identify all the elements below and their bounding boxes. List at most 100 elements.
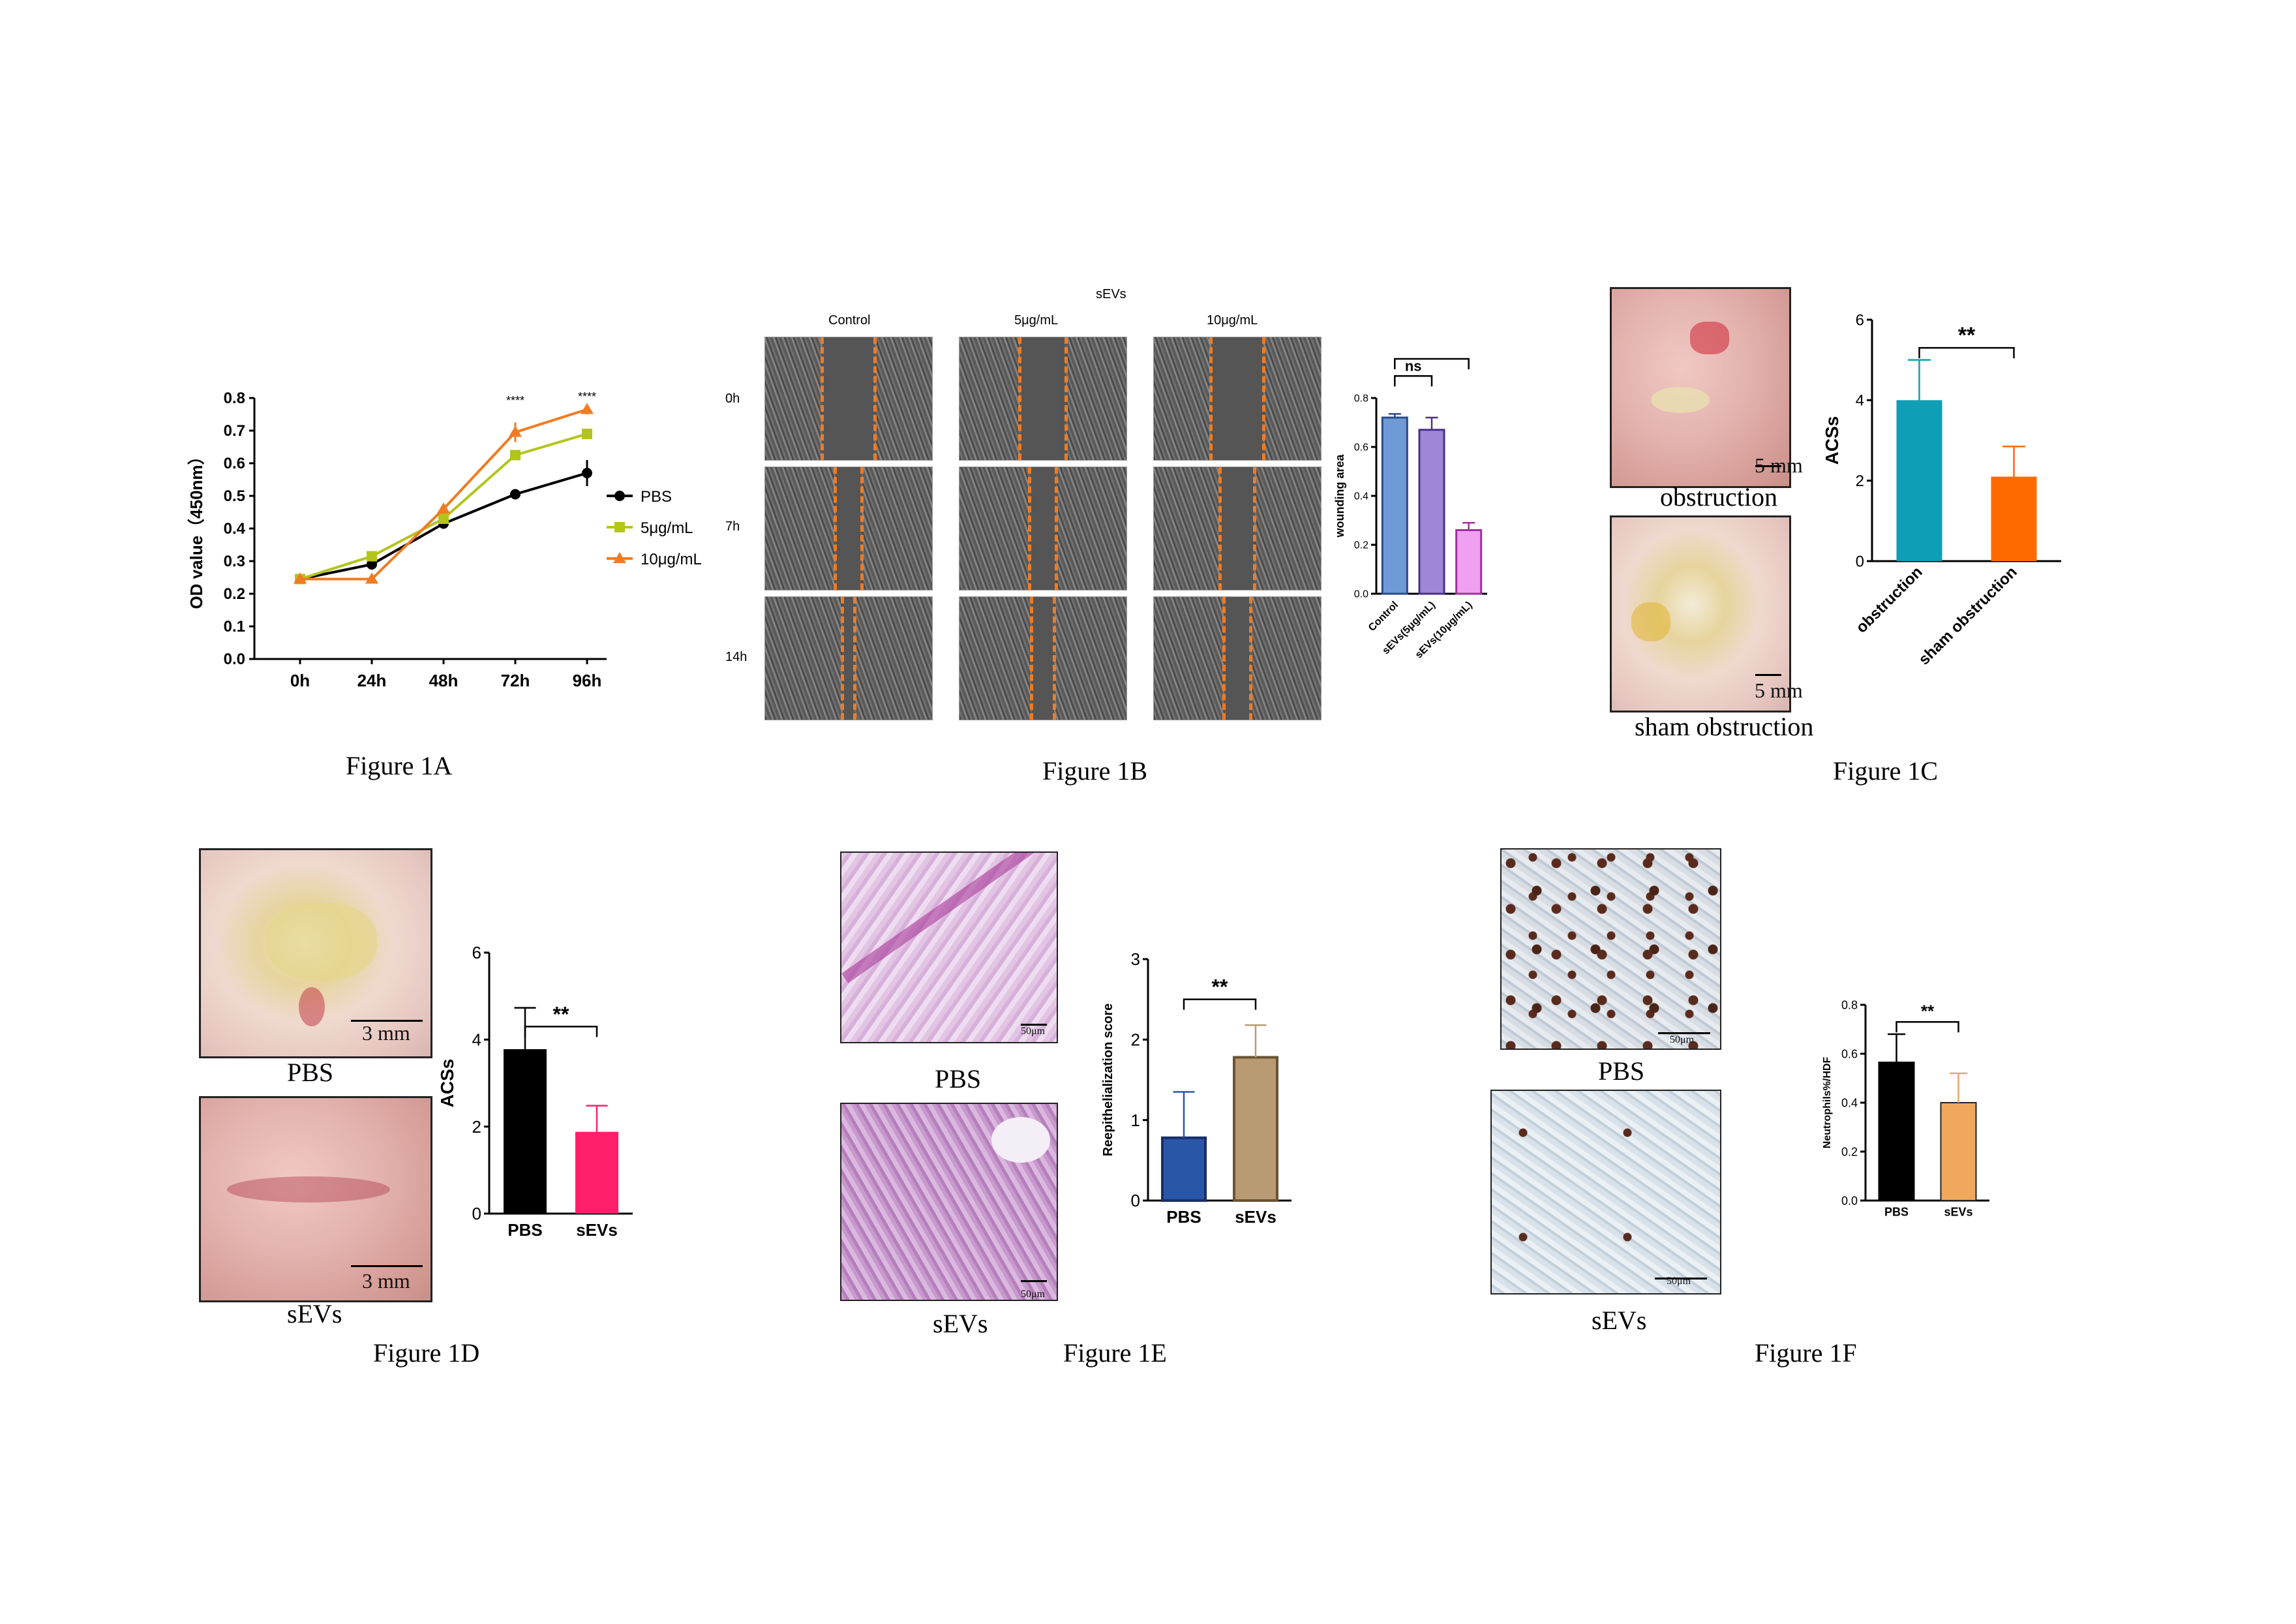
figure-1d-caption: Figure 1D xyxy=(373,1338,480,1368)
pbs-histology-photo xyxy=(840,851,1058,1043)
series-line-2 xyxy=(300,408,588,581)
scale-label: 50μm xyxy=(1021,1026,1046,1037)
row-label-7h: 7h xyxy=(725,519,740,534)
legend-marker xyxy=(614,522,625,532)
figure-1c-bar: 0 2 4 6 ACSs obstruction sham obstruction ** xyxy=(1820,294,2081,705)
x-tick-label: 0h xyxy=(290,671,310,690)
data-point xyxy=(438,513,449,524)
significance-bracket xyxy=(1183,998,1257,1010)
y-tick-label: 0.0 xyxy=(1841,1194,1858,1207)
y-tick-label: 0.7 xyxy=(224,422,245,440)
x-tick-label: Control xyxy=(1367,600,1400,634)
data-point xyxy=(365,572,378,584)
scale-label: 5 mm xyxy=(1755,453,1803,477)
scratch-micrograph xyxy=(959,337,1127,461)
bar xyxy=(1940,1102,1977,1201)
figure-1e-bar-chart: 0 1 2 3 Reepithelialization score PBS sEVs ** xyxy=(1101,949,1292,1227)
figure-1b-micrographs: sEVs Control 5μg/mL 10μg/mL 0h 7h 14h xyxy=(718,287,1331,724)
bar xyxy=(1991,476,2037,561)
y-tick-label: 0 xyxy=(1856,553,1864,570)
significance-label: **** xyxy=(578,390,596,403)
data-point xyxy=(510,489,521,500)
y-tick-label: 2 xyxy=(472,1117,481,1137)
photo-label-sham-obstruction: sham obstruction xyxy=(1635,712,1814,741)
row-label-14h: 14h xyxy=(725,650,748,664)
x-tick-label: sham obstruction xyxy=(1915,563,2020,668)
pbs-ihc-photo xyxy=(1500,848,1721,1050)
y-tick-label: 2 xyxy=(1856,472,1864,490)
y-tick-label: 0 xyxy=(472,1204,481,1223)
y-tick-label: 0.1 xyxy=(224,618,245,636)
figure-1a: 0.0 0.1 0.2 0.3 0.4 0.5 0.6 0.7 0.8 0h 24h 48h 72h 96… xyxy=(176,385,711,698)
photo-label-sevs: sEVs xyxy=(287,1299,342,1328)
y-axis-label: OD value（450nm） xyxy=(187,448,206,609)
y-tick-label: 0.6 xyxy=(1841,1047,1858,1060)
bar xyxy=(1878,1062,1915,1201)
y-tick-label: 0.8 xyxy=(224,390,245,407)
figure-1b-caption: Figure 1B xyxy=(1042,756,1148,786)
figure-1f-caption: Figure 1F xyxy=(1755,1338,1857,1368)
significance-label: ** xyxy=(553,1002,569,1026)
legend-label: PBS xyxy=(641,488,672,506)
bar xyxy=(1455,529,1483,595)
x-tick-label: PBS xyxy=(1166,1207,1201,1227)
data-point xyxy=(437,502,450,513)
y-tick-label: 6 xyxy=(1856,311,1864,329)
pbs-tissue-photo xyxy=(199,848,432,1058)
photo-label-pbs: PBS xyxy=(1598,1056,1645,1086)
figure-1a-caption: Figure 1A xyxy=(346,751,453,780)
legend-label: 10μg/mL xyxy=(641,551,702,568)
column-label-control: Control xyxy=(828,313,871,328)
row-label-0h: 0h xyxy=(725,391,740,406)
sham-obstruction-photo xyxy=(1610,515,1791,712)
scratch-micrograph xyxy=(1153,596,1322,720)
data-point xyxy=(582,429,592,439)
bar xyxy=(1381,416,1408,595)
scratch-micrograph xyxy=(959,596,1127,720)
group-title: sEVs xyxy=(1096,287,1126,301)
y-tick-label: 0.2 xyxy=(224,585,245,603)
figure-1d-bar: 0 2 4 6 ACSs PBS sEVs ** xyxy=(437,933,646,1259)
scratch-micrograph xyxy=(764,596,933,720)
y-tick-label: 0.0 xyxy=(224,651,245,668)
x-tick-label: PBS xyxy=(1884,1205,1909,1218)
y-axis-label: ACSs xyxy=(437,1059,457,1108)
bar xyxy=(1896,400,1942,561)
y-tick-label: 0.2 xyxy=(1354,540,1368,551)
scratch-micrograph xyxy=(764,337,933,461)
x-tick-label: sEVs xyxy=(1944,1205,1972,1218)
significance-label: **** xyxy=(1421,352,1443,357)
scale-label: 3 mm xyxy=(362,1269,410,1293)
scale-label: 3 mm xyxy=(362,1021,410,1045)
significance-bracket xyxy=(1394,375,1433,387)
significance-label: ** xyxy=(1921,1001,1935,1020)
data-point xyxy=(582,468,592,478)
y-tick-label: 3 xyxy=(1131,949,1140,969)
photo-label-pbs: PBS xyxy=(935,1064,982,1094)
y-tick-label: 0.4 xyxy=(224,520,246,538)
bar xyxy=(1161,1136,1207,1202)
scratch-micrograph xyxy=(959,467,1127,590)
significance-label: ns xyxy=(1405,358,1422,374)
column-label-5ug: 5μg/mL xyxy=(1014,313,1059,328)
scratch-micrograph xyxy=(1153,467,1322,590)
x-tick-label: sEVs xyxy=(1235,1207,1276,1227)
y-tick-label: 0.0 xyxy=(1354,589,1368,600)
y-axis-label: Reepithelialization score xyxy=(1101,1004,1115,1157)
y-tick-label: 0 xyxy=(1131,1191,1140,1210)
y-axis-label: ACSs xyxy=(1822,416,1842,465)
y-tick-label: 2 xyxy=(1131,1030,1140,1049)
x-tick-label: 48h xyxy=(429,671,459,690)
bar xyxy=(504,1049,547,1214)
y-tick-label: 1 xyxy=(1131,1111,1140,1130)
data-point xyxy=(509,425,522,437)
photo-label-sevs: sEVs xyxy=(1592,1306,1647,1335)
y-tick-label: 0.4 xyxy=(1841,1096,1858,1109)
figure-1a-line-chart: 0.0 0.1 0.2 0.3 0.4 0.5 0.6 0.7 0.8 0h 24h 48h 72h 96… xyxy=(187,390,702,690)
photo-label-pbs: PBS xyxy=(287,1058,334,1087)
x-tick-label: 24h xyxy=(357,671,387,690)
bar xyxy=(1418,429,1445,595)
sevs-histology-photo xyxy=(840,1103,1058,1301)
